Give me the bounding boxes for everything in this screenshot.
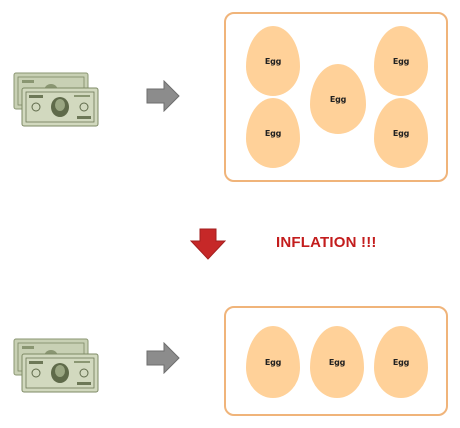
egg: Egg [310,326,364,398]
dollar-bills-icon [12,70,102,132]
right-arrow-icon [146,341,180,379]
egg-label: Egg [328,357,346,367]
egg: Egg [246,26,300,96]
egg-carton-before: Egg Egg Egg Egg Egg [224,12,448,182]
egg-label: Egg [264,56,282,66]
right-arrow-icon [146,79,180,117]
down-arrow-icon [189,228,227,265]
egg-label: Egg [264,357,282,367]
egg: Egg [246,326,300,398]
egg-carton-after: Egg Egg Egg [224,306,448,416]
egg-label: Egg [392,56,410,66]
dollar-bills-icon [12,336,102,398]
egg: Egg [374,326,428,398]
egg-label: Egg [329,94,347,104]
egg: Egg [246,98,300,168]
egg-label: Egg [392,128,410,138]
egg-label: Egg [392,357,410,367]
inflation-label: INFLATION !!! [276,234,377,251]
egg: Egg [374,26,428,96]
egg: Egg [310,64,366,134]
egg-label: Egg [264,128,282,138]
egg: Egg [374,98,428,168]
